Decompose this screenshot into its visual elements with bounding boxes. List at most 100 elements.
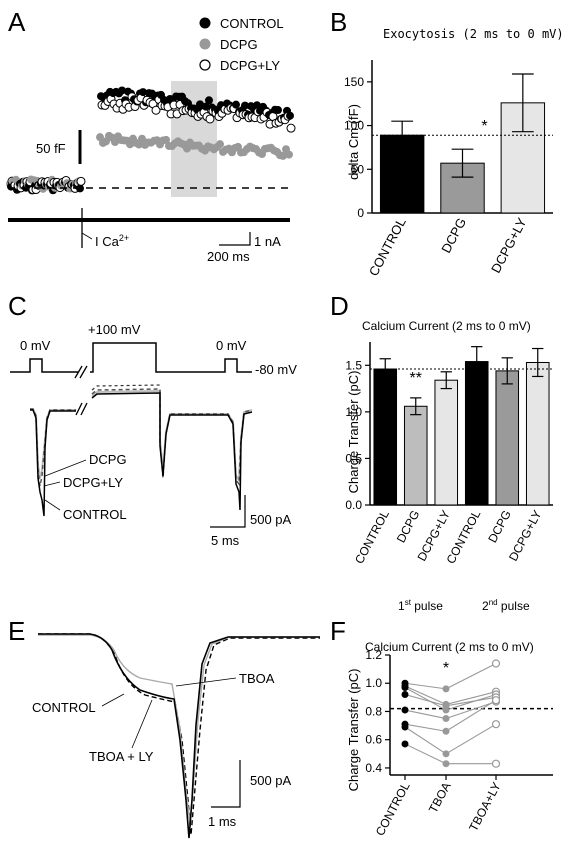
dcpg-ly-point [286, 123, 296, 133]
tboa-ly-point [491, 659, 501, 668]
tboa-point [442, 685, 450, 693]
significance-marker: * [481, 118, 487, 135]
scalebar-c-time: 5 ms [211, 533, 240, 548]
current-label-leader [81, 232, 93, 240]
x-tick-label: TBOA+LY [466, 780, 503, 834]
x-tick-label: DCPG [438, 215, 469, 255]
leader-control-e [101, 693, 125, 707]
y-tick-label: 50 [351, 162, 365, 176]
dcpg-point [162, 135, 170, 144]
panel-f: Calcium Current (2 ms to 0 mV) Charge Tr… [346, 640, 553, 838]
panel-b: Exocytosis (2 ms to 0 mV) delta Cm (fF) … [344, 27, 564, 279]
tboa-point [442, 760, 450, 768]
label-dcpg: DCPG [89, 452, 127, 467]
protocol-label-80mv: -80 mV [255, 362, 297, 377]
panel-b-chart: 0 50 100 150 CONTROL DCPG DCPG+LY * [344, 60, 553, 279]
bar [525, 361, 550, 506]
bar [464, 361, 489, 506]
y-tick-label: 0.6 [365, 733, 382, 747]
dcpg-point [279, 151, 287, 160]
bar [434, 379, 459, 506]
y-tick-label: 0.0 [345, 498, 362, 512]
trace-dcpg-ly [30, 388, 253, 487]
panel-letter-a: A [8, 7, 26, 37]
control-point [205, 96, 213, 105]
tboa-point [442, 702, 450, 710]
capacitance-points [6, 86, 296, 195]
y-tick-label: 0 [357, 206, 364, 220]
significance-marker: * [443, 660, 449, 677]
protocol-label-100mv: +100 mV [88, 322, 141, 337]
label-control: CONTROL [63, 507, 127, 522]
control-point [401, 723, 409, 731]
trace-top-dash [91, 384, 161, 391]
panel-a: 50 fF I Ca2+ 1 nA 200 ms CONTROL DCPG DC… [6, 16, 296, 264]
x-tick-label: CONTROL [366, 215, 409, 278]
bar [373, 368, 398, 506]
tboa-ly-point [491, 759, 501, 768]
protocol-label-0mv-second: 0 mV [216, 338, 247, 353]
label-dcpg-ly: DCPG+LY [63, 475, 123, 490]
pair-line [445, 699, 497, 732]
x-tick-label: DCPG [394, 508, 423, 545]
pair-line [404, 726, 447, 755]
panel-letter-b: B [330, 7, 347, 37]
control-point [401, 683, 409, 691]
trace-control-e [38, 633, 320, 839]
scalebar-time-label: 200 ms [207, 249, 250, 264]
voltage-protocol [10, 342, 252, 373]
trace-dcpg [30, 389, 253, 483]
control-point [76, 184, 84, 193]
panel-b-ylabel: delta Cm (fF) [346, 104, 361, 180]
panel-letter-d: D [330, 291, 349, 321]
dcpg-point [216, 140, 224, 149]
legend-dcpgly-marker [199, 59, 211, 71]
panel-e [38, 633, 320, 839]
scalebar-e-time: 1 ms [208, 814, 237, 829]
trace-break-mark [75, 402, 88, 416]
legend-dcpg-marker [199, 38, 211, 50]
scalebar-c-current: 500 pA [250, 512, 292, 527]
trace-control [30, 392, 253, 517]
y-tick-label: 100 [344, 119, 364, 133]
legend-dcpg-label: DCPG [220, 37, 258, 52]
pair-line [445, 701, 497, 720]
pair-line [445, 723, 497, 755]
current-traces-c [30, 384, 253, 517]
dcpg-point [138, 134, 146, 143]
bar [495, 370, 520, 506]
control-point [401, 706, 409, 714]
group-label-first-pulse: 1st pulse [398, 598, 443, 613]
bar [500, 102, 546, 214]
pair-line [404, 682, 447, 690]
group-label-second-pulse: 2nd pulse [482, 598, 530, 613]
dcpg-ly-point [205, 114, 215, 124]
panel-letter-f: F [330, 616, 346, 646]
scalebar-50ff-label: 50 fF [36, 141, 66, 156]
scalebar-e-current: 500 pA [250, 773, 292, 788]
label-tboa-ly: TBOA + LY [89, 749, 154, 764]
tboa-point [442, 750, 450, 758]
scalebar-c [210, 495, 246, 528]
panel-b-title: Exocytosis (2 ms to 0 mV) [383, 27, 564, 41]
leader-tboa-ly [131, 699, 153, 749]
control-point [118, 86, 126, 95]
protocol-label-0mv-first: 0 mV [20, 338, 51, 353]
control-point [232, 100, 240, 109]
protocol-break-mark [74, 365, 88, 379]
x-tick-label: CONTROL [352, 508, 392, 567]
dcpg-ly-point [151, 105, 161, 115]
scalebar-current-label: 1 nA [254, 234, 281, 249]
y-tick-label: 1.2 [365, 648, 382, 662]
tboa-ly-point [491, 696, 501, 705]
control-point [274, 106, 282, 115]
pair-line [445, 696, 497, 707]
y-tick-label: 150 [344, 75, 364, 89]
panel-d: Calcium Current (2 ms to 0 mV) Charge Tr… [345, 319, 553, 613]
control-point [401, 691, 409, 699]
pair-line [404, 723, 447, 732]
x-tick-label: CONTROL [373, 780, 413, 839]
legend-control-marker [199, 17, 211, 29]
